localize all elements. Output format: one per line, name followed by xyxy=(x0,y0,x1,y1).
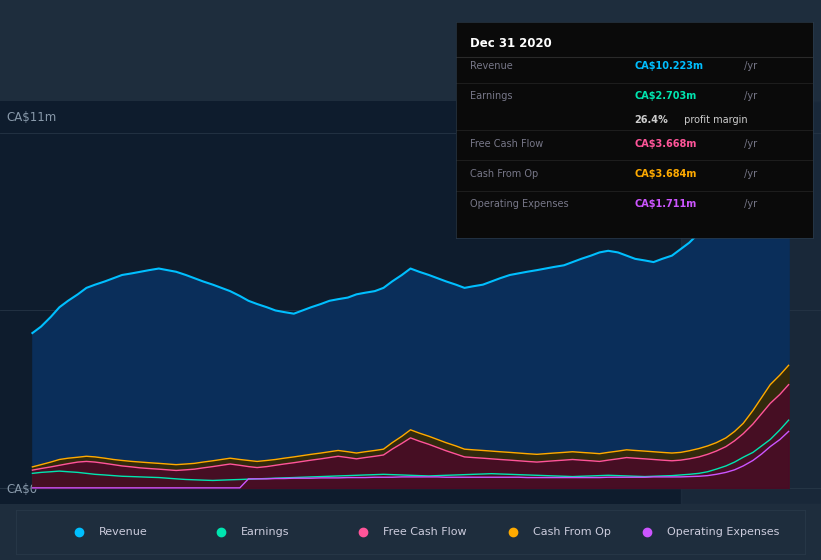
Text: 26.4%: 26.4% xyxy=(635,115,668,125)
Text: /yr: /yr xyxy=(741,91,758,101)
Text: Free Cash Flow: Free Cash Flow xyxy=(383,527,466,537)
Text: Cash From Op: Cash From Op xyxy=(470,169,539,179)
Text: Earnings: Earnings xyxy=(241,527,290,537)
Text: Free Cash Flow: Free Cash Flow xyxy=(470,139,544,149)
Bar xyxy=(681,101,821,504)
Text: /yr: /yr xyxy=(741,139,758,149)
Text: /yr: /yr xyxy=(741,169,758,179)
Text: Operating Expenses: Operating Expenses xyxy=(667,527,779,537)
Text: Operating Expenses: Operating Expenses xyxy=(470,199,569,209)
Text: CA$0: CA$0 xyxy=(7,483,38,496)
Text: Earnings: Earnings xyxy=(470,91,512,101)
Text: CA$10.223m: CA$10.223m xyxy=(635,61,704,71)
Text: CA$3.684m: CA$3.684m xyxy=(635,169,696,179)
Text: CA$3.668m: CA$3.668m xyxy=(635,139,696,149)
Text: Dec 31 2020: Dec 31 2020 xyxy=(470,38,552,50)
Text: Cash From Op: Cash From Op xyxy=(533,527,611,537)
Text: /yr: /yr xyxy=(741,199,758,209)
Text: CA$2.703m: CA$2.703m xyxy=(635,91,696,101)
Text: /yr: /yr xyxy=(741,61,758,71)
Text: CA$11m: CA$11m xyxy=(7,111,57,124)
Text: Revenue: Revenue xyxy=(470,61,512,71)
Text: CA$1.711m: CA$1.711m xyxy=(635,199,696,209)
Text: Revenue: Revenue xyxy=(99,527,148,537)
Text: profit margin: profit margin xyxy=(681,115,747,125)
